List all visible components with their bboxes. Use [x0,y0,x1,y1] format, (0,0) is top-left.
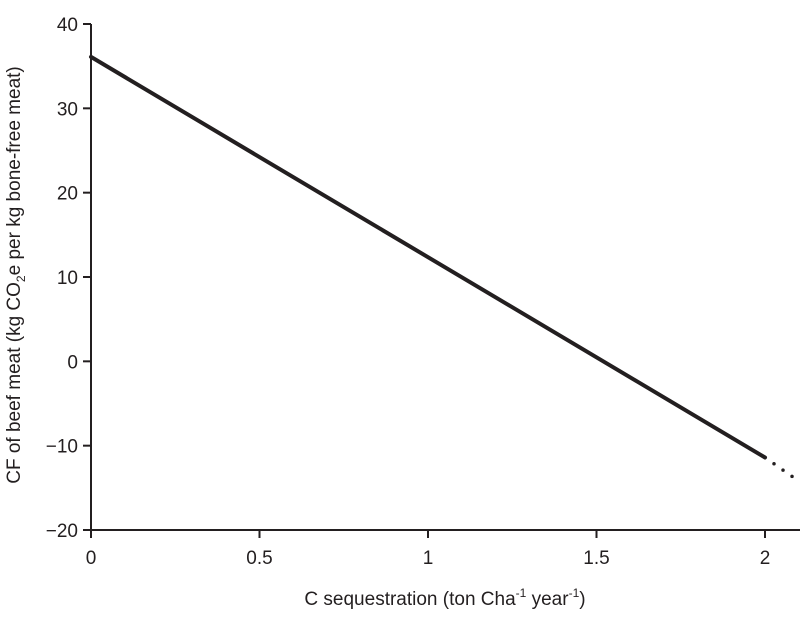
x-title-text: year [526,589,569,610]
x-tick-label: 1 [423,548,434,569]
y-title-subscript: 2 [14,275,28,282]
y-tick-label: 20 [57,184,78,205]
y-title-text: e per kg bone-free meat) [4,66,25,275]
x-axis-title: C sequestration (ton Cha-1 year-1) [304,586,585,610]
y-tick-label: 0 [67,352,78,373]
x-title-superscript: -1 [516,586,527,600]
ticks: −20 −10 0 10 20 30 40 0 0.5 1 1.5 2 [46,15,771,569]
y-axis-title: CF of beef meat (kg CO2e per kg bone-fre… [4,66,28,484]
y-tick-label: 30 [57,99,78,120]
x-tick-label: 0 [86,548,97,569]
series [89,54,800,483]
x-title-text: ) [579,589,585,610]
y-title-text: CF of beef meat (kg CO [4,282,25,484]
extrapolated-line [763,455,800,483]
cf-line [89,54,767,460]
y-tick-label: 40 [57,15,78,36]
x-title-text: C sequestration (ton Cha [304,589,516,610]
y-tick-label: 10 [57,268,78,289]
x-tick-label: 1.5 [583,548,609,569]
y-tick-label: −10 [46,437,78,458]
x-tick-label: 2 [760,548,771,569]
axes [90,24,800,531]
y-tick-label: −20 [46,521,78,542]
x-tick-label: 0.5 [246,548,272,569]
x-title-superscript: -1 [569,586,580,600]
